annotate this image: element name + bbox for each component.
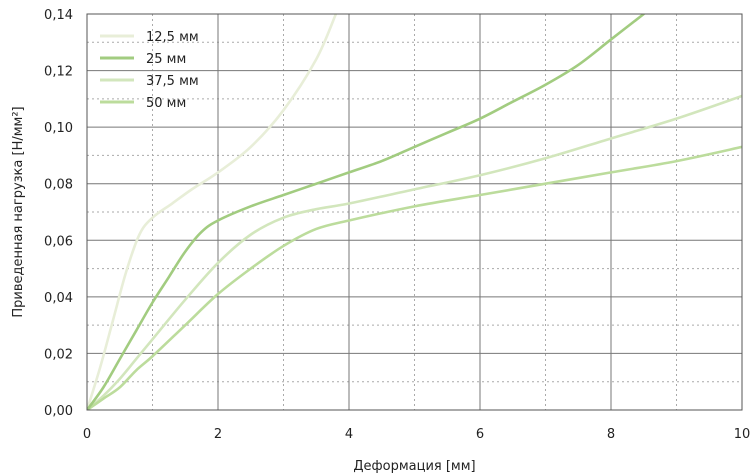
- legend-label: 25 мм: [146, 52, 186, 67]
- y-tick-label: 0,04: [44, 291, 73, 306]
- x-tick-labels: 0 2 4 6 8 10: [83, 427, 750, 442]
- legend-label: 37,5 мм: [146, 74, 199, 89]
- series-line-0: [87, 14, 338, 410]
- minor-grid: [87, 14, 742, 410]
- y-tick-labels: 0,00 0,02 0,04 0,06 0,08 0,10 0,12 0,14: [44, 8, 73, 419]
- y-tick-label: 0,14: [44, 8, 73, 23]
- legend-label: 12,5 мм: [146, 30, 199, 45]
- legend: 12,5 мм 25 мм 37,5 мм 50 мм: [100, 30, 199, 111]
- series-line-1: [87, 14, 646, 410]
- major-grid: [87, 14, 742, 410]
- series-line-3: [87, 145, 742, 410]
- y-tick-label: 0,06: [44, 234, 73, 249]
- x-tick-label: 8: [607, 427, 615, 442]
- x-tick-label: 0: [83, 427, 91, 442]
- plot-frame: [86, 13, 743, 411]
- legend-label: 50 мм: [146, 96, 186, 111]
- x-tick-label: 6: [476, 427, 484, 442]
- y-tick-label: 0,08: [44, 178, 73, 193]
- y-axis-title: Приведенная нагрузка [Н/мм²]: [11, 106, 26, 317]
- y-tick-label: 0,00: [44, 404, 73, 419]
- y-tick-label: 0,12: [44, 65, 73, 80]
- y-tick-label: 0,02: [44, 347, 73, 362]
- series-lines: [87, 14, 742, 410]
- x-tick-label: 2: [214, 427, 222, 442]
- series-line-2: [87, 94, 742, 410]
- x-axis-title: Деформация [мм]: [353, 459, 475, 474]
- x-tick-label: 4: [345, 427, 353, 442]
- x-tick-label: 10: [734, 427, 751, 442]
- y-tick-label: 0,10: [44, 121, 73, 136]
